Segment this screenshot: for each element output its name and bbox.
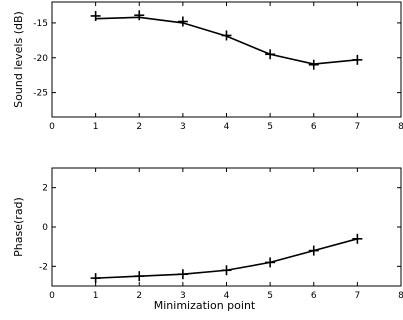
x-tick-label: 0 [49, 122, 55, 132]
subplot-1: 0 1 2 3 4 5 6 7 8 -15 -20 -25 Sound levels (dB) [12, 1, 403, 132]
x-tick-label: 6 [311, 291, 317, 301]
y-tick-label: -20 [33, 54, 48, 64]
data-point-marker [90, 10, 101, 21]
x-tick-label: 3 [180, 291, 186, 301]
series-line [95, 16, 358, 65]
x-axis-label: Minimization point [154, 299, 256, 312]
x-tick-label: 0 [49, 291, 55, 301]
y-tick-label: 2 [42, 184, 48, 194]
data-point-marker [177, 269, 188, 280]
data-point-marker [221, 30, 232, 41]
data-point-marker [265, 257, 276, 268]
x-tick-label: 3 [180, 122, 186, 132]
data-point-marker [90, 273, 101, 284]
subplot-2: 0 1 2 3 4 5 6 7 8 2 0 -2 Phase(rad) Minimization poin… [12, 167, 403, 312]
x-tick-label: 7 [355, 291, 361, 301]
y-tick-label: -25 [33, 89, 48, 99]
data-point-marker [265, 49, 276, 60]
data-point-marker [308, 245, 319, 256]
x-tick-label: 4 [224, 291, 230, 301]
x-tick-label: 8 [398, 122, 403, 132]
data-point-marker [134, 271, 145, 282]
x-tick-label: 8 [398, 291, 403, 301]
data-point-marker [308, 59, 319, 70]
data-point-marker [352, 233, 363, 244]
x-tick-label: 1 [93, 122, 99, 132]
y-tick-label: -2 [39, 262, 48, 272]
data-point-marker [221, 265, 232, 276]
axes-frame [51, 1, 402, 118]
x-tick-label: 2 [136, 122, 142, 132]
x-tick-label: 4 [224, 122, 230, 132]
y-tick-label: 0 [42, 223, 48, 233]
y-axis-label: Sound levels (dB) [12, 11, 25, 108]
x-tick-label: 2 [136, 291, 142, 301]
data-point-marker [352, 54, 363, 65]
x-tick-label: 1 [93, 291, 99, 301]
x-tick-label: 7 [355, 122, 361, 132]
y-tick-label: -15 [33, 19, 48, 29]
y-axis-label: Phase(rad) [12, 197, 25, 257]
data-point-marker [177, 16, 188, 27]
x-tick-label: 6 [311, 122, 317, 132]
data-point-marker [134, 10, 145, 21]
x-tick-label: 5 [267, 291, 273, 301]
x-tick-label: 5 [267, 122, 273, 132]
